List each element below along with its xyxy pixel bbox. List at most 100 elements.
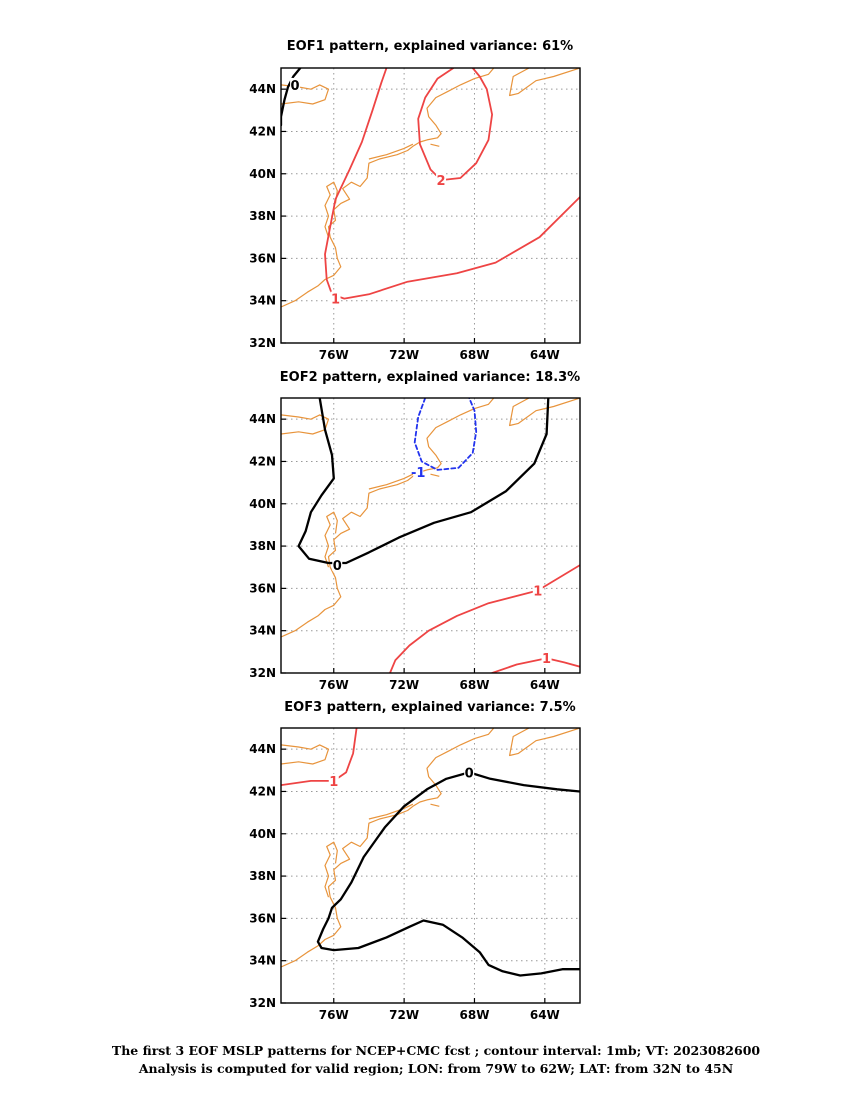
y-tick-label: 42N [249, 784, 276, 798]
x-tick-label: 72W [389, 348, 419, 362]
contour-zero-line [316, 771, 580, 977]
grid-lines [281, 398, 580, 674]
y-tick-label: 32N [249, 666, 276, 680]
contour-label-knockout [464, 765, 475, 779]
contour-negative-line [413, 398, 478, 471]
eof1-panel: EOF1 pattern, explained variance: 61% 0 2… [249, 39, 581, 362]
y-tick-label: 36N [249, 911, 276, 925]
x-tick-label: 68W [460, 678, 490, 692]
x-tick-label: 64W [530, 348, 560, 362]
coastline-segment [324, 181, 338, 238]
y-tick-label: 38N [249, 539, 276, 553]
x-tick-label: 72W [389, 678, 419, 692]
coastline-segment [281, 414, 330, 435]
contour-label: 1 [331, 293, 340, 308]
y-tick-label: 36N [249, 581, 276, 595]
map-frame [280, 67, 581, 344]
y-tick-label: 34N [249, 294, 276, 308]
grid-lines [281, 68, 580, 344]
contour-labels: 0 2 1 [290, 77, 447, 308]
contour-positive-line [389, 564, 580, 673]
contour-zero-line [297, 398, 550, 565]
coastline-segment [324, 841, 338, 898]
contours [281, 728, 580, 977]
y-tick-label: 44N [249, 412, 276, 426]
y-tick-label: 32N [249, 336, 276, 350]
x-tick-label: 64W [530, 678, 560, 692]
y-tick-label: 40N [249, 497, 276, 511]
eof1-title: EOF1 pattern, explained variance: 61% [287, 39, 573, 54]
y-tick-label: 40N [249, 827, 276, 841]
y-tick-label: 44N [249, 82, 276, 96]
contour-label: -1 [411, 466, 425, 481]
contour-label-knockout [332, 558, 343, 572]
contour-label-knockout [290, 77, 301, 91]
map-frame [280, 727, 581, 1004]
coastline-segment [430, 473, 440, 477]
coastline-segment [281, 68, 495, 308]
coastline [281, 68, 580, 308]
y-tick-label: 36N [249, 251, 276, 265]
coastline-segment [281, 728, 495, 968]
y-tick-label: 42N [249, 124, 276, 138]
contour-labels: 10 [328, 765, 475, 790]
y-tick-label: 42N [249, 454, 276, 468]
contour-positive-line [417, 68, 494, 182]
x-tick-label: 72W [389, 1008, 419, 1022]
contour-positive-line [491, 657, 580, 673]
caption-line-2: Analysis is computed for valid region; L… [138, 1061, 733, 1076]
coastline-segment [430, 803, 440, 807]
eof3-panel: EOF3 pattern, explained variance: 7.5% 1… [249, 700, 581, 1022]
y-tick-label: 44N [249, 742, 276, 756]
contour-zero-line [281, 68, 302, 127]
coastline-segment [368, 473, 414, 490]
coastline-segment [368, 803, 414, 820]
coastline-segment [368, 143, 414, 160]
contour-label: 1 [533, 585, 542, 600]
x-tick-label: 76W [319, 678, 349, 692]
contour-labels: 0 -1 1 1 [332, 465, 552, 667]
grid-lines [281, 728, 580, 1004]
y-tick-label: 34N [249, 954, 276, 968]
contour-label: 0 [465, 766, 474, 781]
coastline-segment [509, 68, 580, 97]
contour-positive-line [324, 68, 580, 300]
contour-label: 1 [542, 652, 551, 667]
contour-label-knockout [328, 773, 339, 787]
x-tick-label: 68W [460, 1008, 490, 1022]
contour-label-knockout [436, 173, 447, 187]
eof2-panel: EOF2 pattern, explained variance: 18.3% … [249, 370, 581, 692]
coastline-segment [509, 398, 580, 427]
x-tick-label: 64W [530, 1008, 560, 1022]
y-tick-label: 34N [249, 624, 276, 638]
coastline-segment [324, 511, 338, 568]
contours [281, 68, 580, 300]
axis-labels: 76W 72W 68W 64W 44N 42N 40N 38N 36N 34N 32N [249, 82, 560, 362]
coastline [281, 728, 580, 968]
contour-positive-line [281, 728, 358, 786]
y-tick-label: 38N [249, 869, 276, 883]
x-tick-label: 76W [319, 1008, 349, 1022]
coastline [281, 398, 580, 638]
x-tick-label: 76W [319, 348, 349, 362]
contour-label-knockout [330, 291, 341, 305]
map-frame [280, 397, 581, 674]
contour-label-knockout [541, 651, 552, 665]
contour-label-knockout [532, 583, 543, 597]
axis-labels: 76W 72W 68W 64W 44N 42N 40N 38N 36N 34N 32N [249, 412, 560, 692]
axis-labels: 76W 72W 68W 64W 44N 42N 40N 38N 36N 34N 32N [249, 742, 560, 1022]
contour-label-knockout [413, 465, 424, 479]
contour-label: 2 [437, 174, 446, 189]
coastline-segment [509, 728, 580, 757]
eof2-title: EOF2 pattern, explained variance: 18.3% [280, 370, 580, 385]
coastline-segment [430, 143, 440, 147]
coastline-segment [281, 744, 330, 765]
contours [297, 398, 580, 673]
coastline-segment [281, 84, 330, 105]
eof3-title: EOF3 pattern, explained variance: 7.5% [284, 700, 575, 715]
x-tick-label: 68W [460, 348, 490, 362]
y-tick-label: 38N [249, 209, 276, 223]
contour-label: 0 [333, 559, 342, 574]
coastline-segment [281, 398, 495, 638]
